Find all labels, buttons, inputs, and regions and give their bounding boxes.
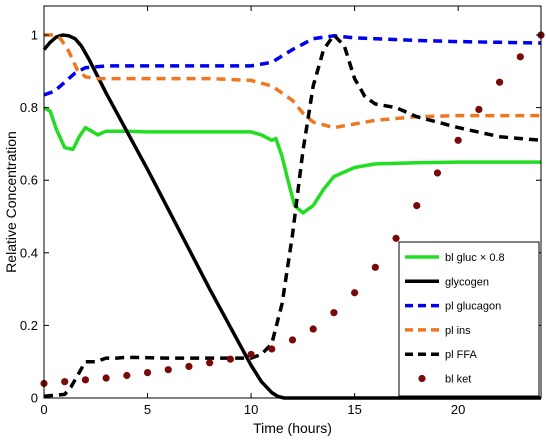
legend-item: glycogen (405, 276, 489, 288)
x-tick-label: 20 (451, 402, 465, 417)
series-line-pl-ins (44, 33, 541, 130)
legend-item: bl gluc × 0.8 (405, 252, 505, 264)
legend-label: bl gluc × 0.8 (445, 252, 505, 264)
legend-item: bl ket (418, 374, 471, 386)
data-point (495, 78, 504, 86)
y-axis-title: Relative Concentration (3, 131, 19, 273)
y-tick-label: 0.6 (20, 173, 38, 188)
x-tick-label: 10 (244, 402, 258, 417)
data-point (371, 263, 379, 271)
legend-item: pl glucagon (405, 301, 501, 313)
data-point (164, 366, 172, 374)
data-point (81, 376, 90, 384)
data-point (330, 309, 338, 317)
legend-item: pl ins (405, 325, 471, 337)
y-tick-label: 1 (31, 28, 38, 43)
legend-item: pl FFA (405, 349, 477, 361)
data-point (226, 355, 234, 363)
ticks-layer: 0 5 10 15 20 0 0.2 0.4 0.6 0.8 1 (20, 6, 541, 417)
data-point (61, 378, 69, 386)
legend-label: glycogen (445, 276, 489, 288)
data-point (206, 359, 214, 367)
x-axis-title: Time (hours) (253, 420, 332, 436)
data-point (102, 374, 110, 382)
x-tick-label: 15 (347, 402, 361, 417)
data-point (516, 53, 524, 61)
series-layer (40, 31, 545, 400)
data-point (433, 169, 442, 177)
data-point (268, 345, 276, 353)
series-line-pl-ffa (43, 33, 542, 398)
data-point (475, 105, 483, 114)
legend: bl gluc × 0.8 glycogen pl glucagon pl ins pl… (398, 241, 540, 397)
y-tick-label: 0 (31, 391, 38, 406)
data-point (454, 136, 462, 144)
data-point (309, 325, 317, 333)
plot-frame (43, 5, 542, 399)
x-tick-label: 0 (40, 402, 47, 417)
series-line-pl-glucagon (43, 34, 542, 97)
x-tick-label: 5 (144, 402, 151, 417)
data-point (247, 350, 255, 359)
data-point (123, 371, 131, 380)
legend-marker (418, 374, 426, 383)
series-line-bl-gluc-0-8 (43, 106, 541, 215)
y-tick-label: 0.2 (20, 318, 38, 333)
legend-box (398, 241, 540, 397)
data-point (413, 202, 421, 210)
legend-label: pl ins (445, 325, 471, 337)
data-point (392, 234, 400, 242)
data-point (143, 368, 152, 377)
data-point (288, 336, 297, 344)
y-tick-label: 0.8 (20, 100, 38, 115)
legend-label: pl FFA (445, 349, 477, 361)
legend-label: pl glucagon (445, 301, 501, 313)
legend-label: bl ket (445, 374, 471, 386)
data-point (185, 362, 193, 371)
y-tick-label: 0.4 (20, 245, 38, 260)
data-point (351, 289, 359, 297)
